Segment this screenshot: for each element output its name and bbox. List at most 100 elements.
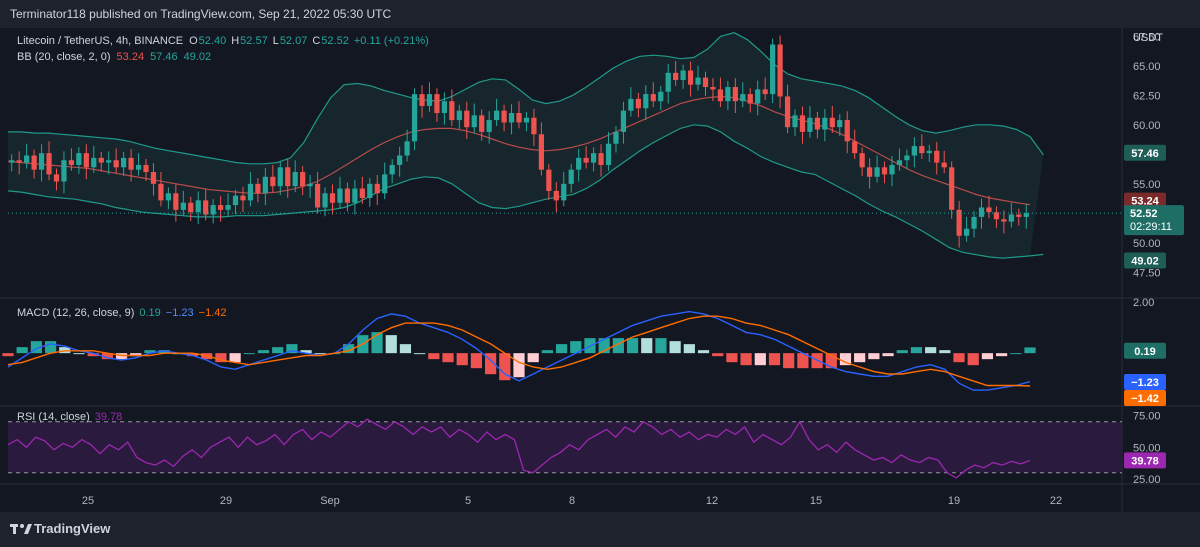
legend-close-value: 52.52 (321, 35, 349, 47)
macd-histogram-bar (797, 353, 809, 369)
legend-low-label: L (273, 35, 279, 47)
macd-histogram-bar (626, 338, 639, 354)
candle-body (441, 101, 448, 114)
macd-histogram-bar (257, 350, 270, 354)
candle-body (150, 172, 157, 184)
macd-histogram-bar (754, 353, 766, 366)
candle-body (404, 141, 410, 156)
macd-histogram-bar (44, 341, 57, 354)
rsi-axis-tick: 25.00 (1133, 474, 1161, 486)
candle-body (419, 94, 425, 106)
candle-body (240, 195, 246, 201)
candle-body (643, 94, 649, 109)
macd-histogram-bar (101, 353, 113, 360)
macd-histogram-bar (499, 353, 511, 381)
macd-legend-signal: −1.42 (199, 307, 227, 319)
candle-body (747, 94, 753, 104)
legend-open-label: O (189, 35, 198, 47)
candle-body (165, 193, 171, 201)
candle-body (628, 98, 634, 111)
candle-body (978, 207, 985, 217)
candle-body (673, 72, 679, 80)
candle-body (837, 120, 843, 128)
macd-histogram-bar (981, 353, 994, 360)
legend-change: +0.11 (+0.21%) (354, 35, 429, 47)
macd-badge-signal-bg (1124, 390, 1166, 406)
macd-axis-tick: 2.00 (1133, 297, 1154, 309)
candle-body (486, 120, 492, 132)
time-axis-label: 19 (948, 495, 960, 507)
tradingview-brand[interactable]: TradingView (34, 521, 111, 536)
candle-body (934, 150, 940, 163)
candle-body (68, 160, 75, 165)
macd-histogram-bar (598, 338, 610, 354)
macd-histogram-bar (1010, 353, 1022, 355)
candle-body (98, 157, 104, 163)
candle-body (665, 72, 671, 92)
macd-histogram-bar (939, 350, 951, 354)
candle-body (106, 160, 112, 163)
candle-body (217, 205, 224, 210)
macd-histogram-bar (868, 353, 880, 360)
candle-body (695, 77, 701, 85)
chart-area[interactable]: 67.50 65.00 62.50 60.00 55.00 50.00 47.50 USDT 5… (0, 28, 1200, 512)
legend-close-label: C (312, 35, 320, 47)
candle-body (531, 117, 537, 135)
candle-body (702, 77, 709, 88)
rsi-band-fill (8, 421, 1122, 473)
candle-body (24, 155, 30, 163)
candle-body (658, 91, 664, 102)
badge-bb-lower-bg (1124, 252, 1166, 269)
candle-body (867, 167, 873, 177)
candle-body (434, 94, 440, 114)
macd-histogram-bar (1024, 347, 1036, 354)
candle-body (740, 94, 746, 102)
rsi-line (7, 418, 1031, 479)
candle-body (121, 157, 127, 168)
price-axis-tick: 47.50 (1133, 267, 1161, 279)
candle-body (411, 94, 418, 142)
candle-body (926, 150, 932, 154)
candle-body (822, 117, 828, 130)
macd-histogram-bar (896, 350, 908, 354)
macd-histogram-bar (87, 353, 99, 357)
macd-histogram-bar (641, 338, 653, 354)
candle-body (143, 164, 149, 173)
candle-body (941, 162, 947, 168)
candle-body (61, 160, 67, 182)
candle-body (262, 176, 268, 194)
candle-body (889, 164, 895, 175)
candle-body (322, 193, 328, 208)
macd-histogram-bar (669, 341, 681, 354)
candle-body (881, 167, 888, 175)
price-axis-tick: 65.00 (1133, 61, 1161, 73)
candle-body (1001, 219, 1007, 222)
macd-histogram-bar (385, 335, 397, 354)
candle-body (911, 146, 917, 156)
macd-histogram-bar (428, 353, 440, 360)
tradingview-logo-icon[interactable] (10, 522, 34, 536)
candle-body (576, 157, 582, 170)
macd-legend-macd: −1.23 (166, 307, 194, 319)
legend-low-value: 52.07 (280, 35, 308, 47)
macd-histogram-bar (555, 344, 568, 354)
candle-body (479, 115, 485, 132)
macd-badge-macd: −1.23 (1131, 377, 1159, 389)
candle-body (232, 195, 239, 206)
candle-body (426, 94, 433, 106)
macd-histogram-bar (825, 353, 837, 369)
publisher-bar: Terminator118 published on TradingView.c… (0, 0, 1200, 28)
macd-histogram-bar (683, 344, 695, 354)
rsi-axis-tick: 50.00 (1133, 442, 1161, 454)
candle-body (807, 117, 813, 132)
candle-body (210, 205, 216, 215)
candle-body (755, 89, 761, 104)
macd-histogram-bar (130, 353, 142, 357)
macd-legend-hist: 0.19 (139, 307, 160, 319)
candle-body (732, 87, 738, 102)
macd-histogram-bar (712, 353, 724, 357)
time-axis-label: 15 (810, 495, 822, 507)
macd-histogram-bar (768, 353, 781, 366)
macd-badge-signal: −1.42 (1131, 393, 1159, 405)
legend-bb-upper: 57.46 (150, 51, 178, 63)
